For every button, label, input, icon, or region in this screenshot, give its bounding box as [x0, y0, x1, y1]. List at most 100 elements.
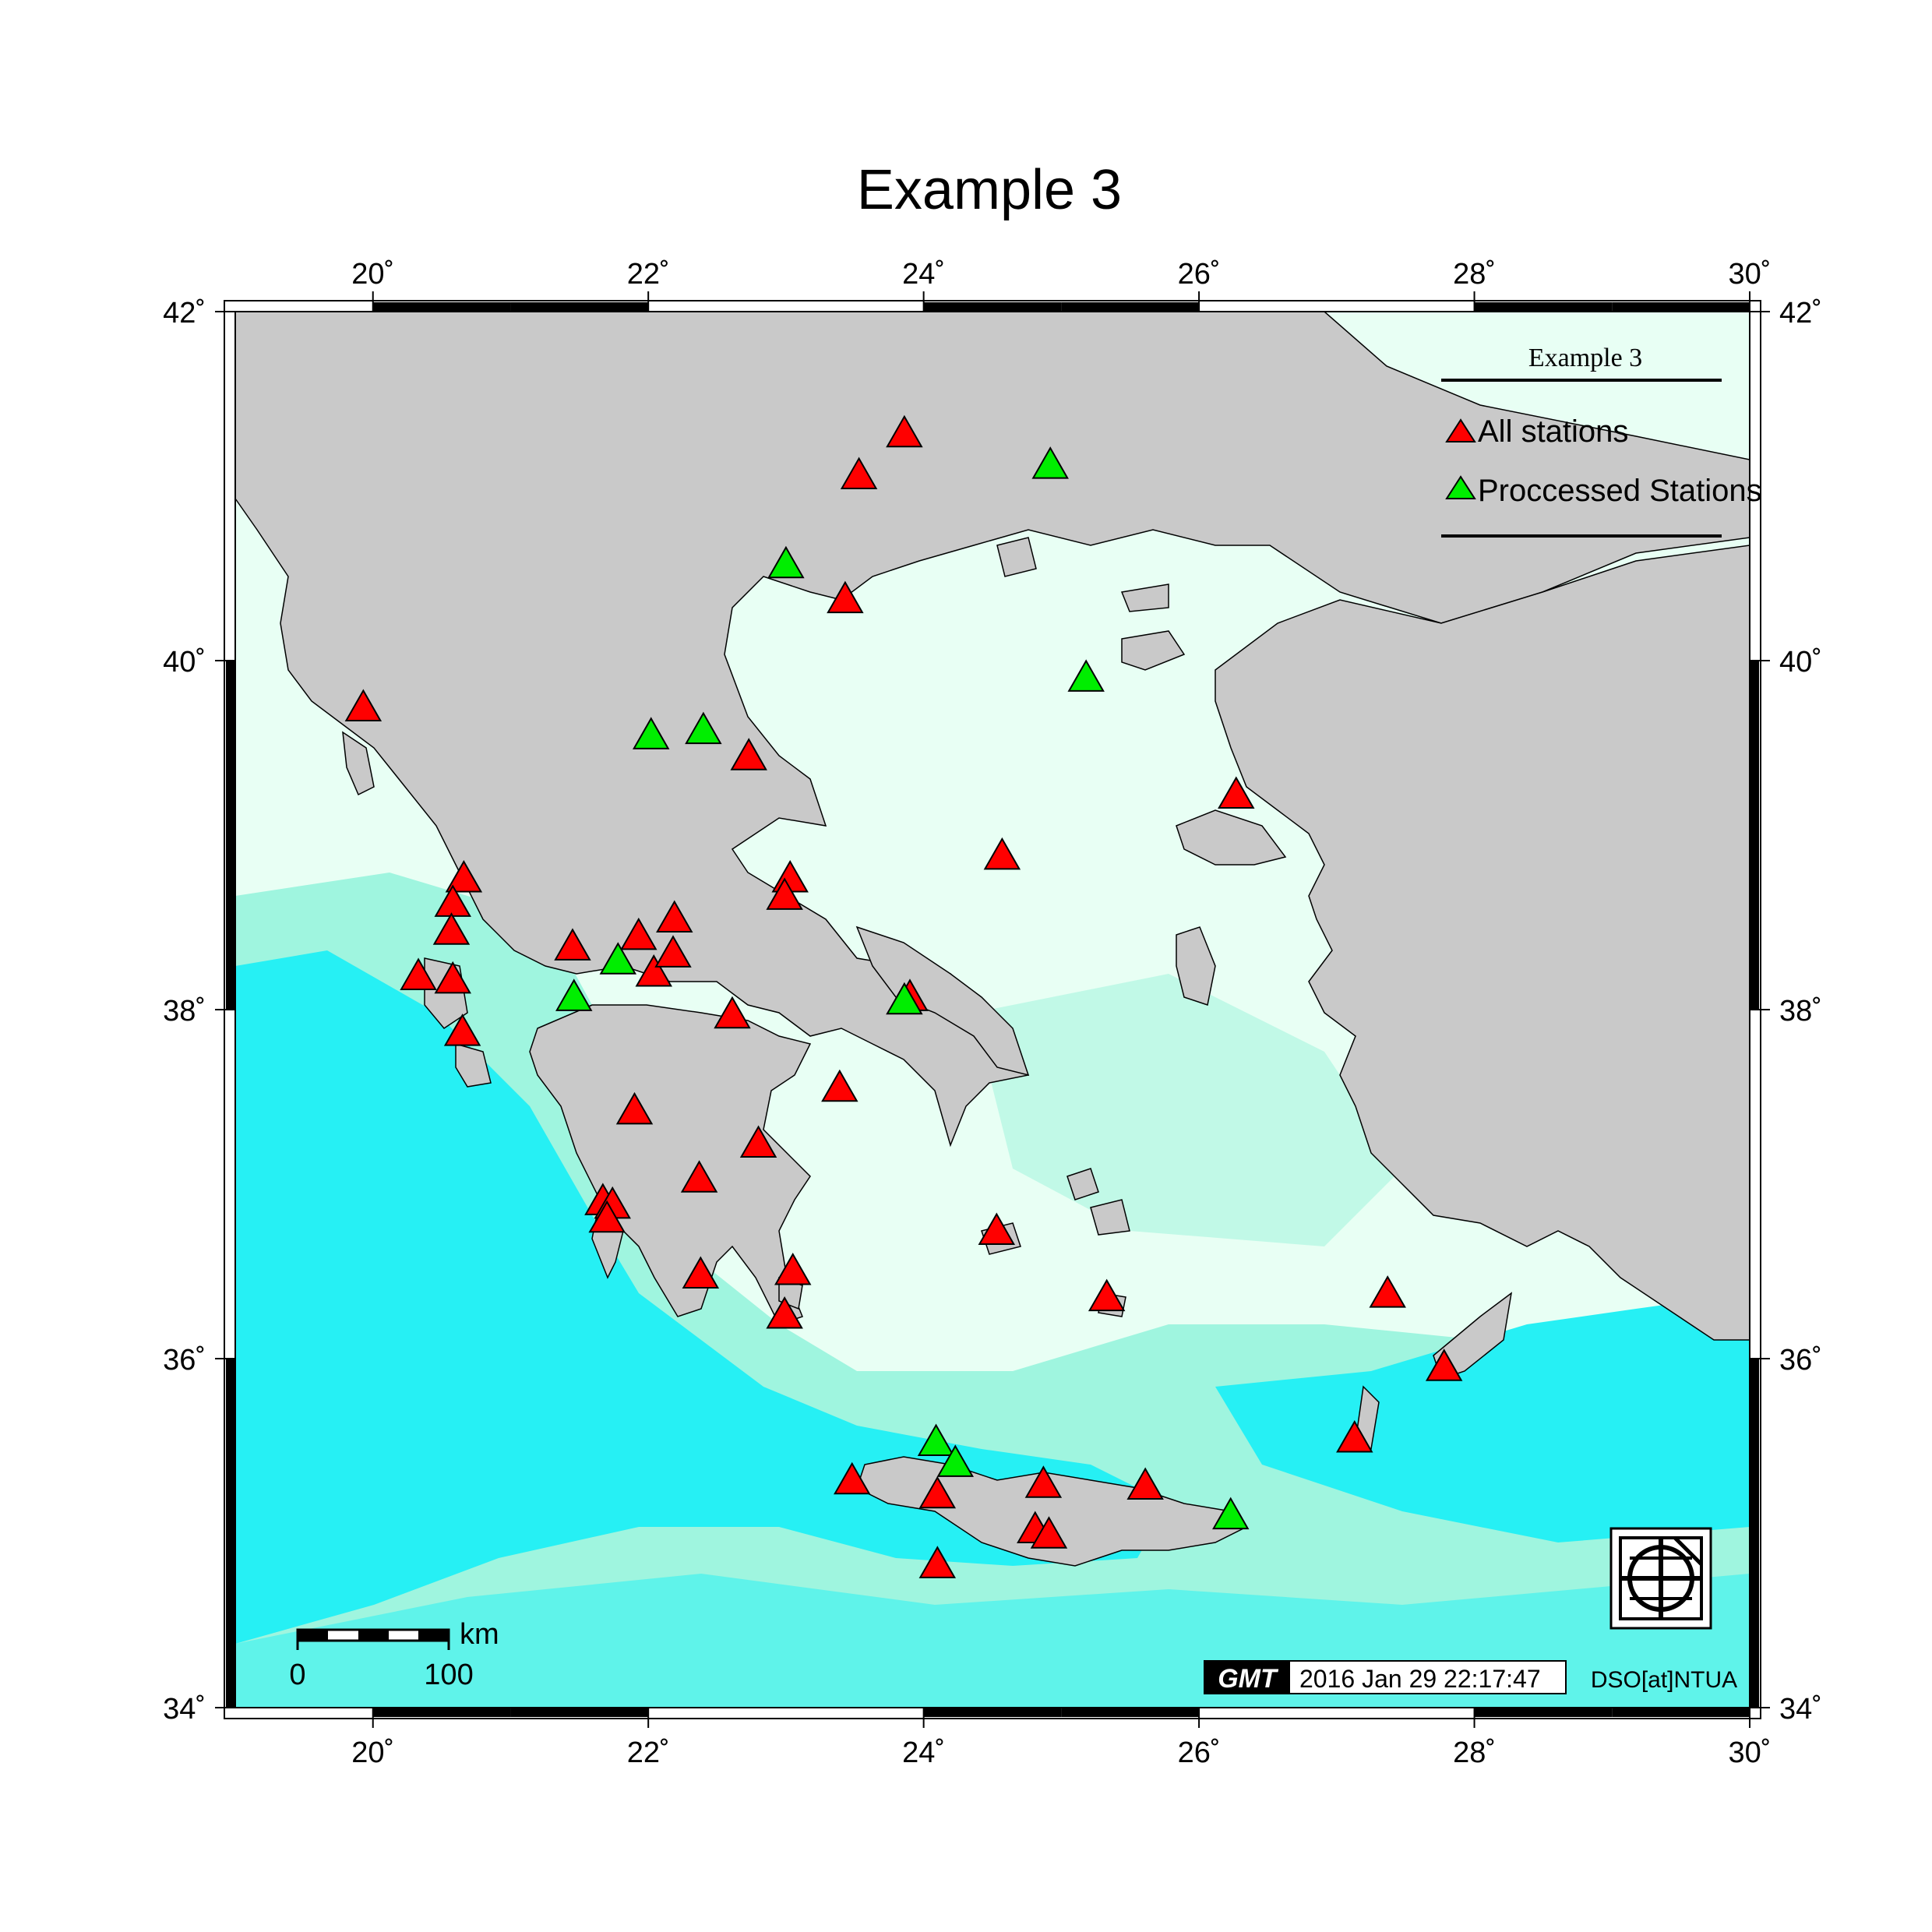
legend-all-stations-icon — [1445, 418, 1476, 442]
station-marker-processed — [767, 545, 805, 579]
scale-bar-unit: km — [460, 1618, 499, 1651]
land-peloponnese — [529, 1004, 812, 1325]
station-marker-all — [400, 957, 437, 990]
land-limnos — [1121, 630, 1186, 671]
lat-tick-label-left: 38˚ — [163, 995, 206, 1028]
land-cyclades-1 — [1066, 1168, 1099, 1200]
station-marker-all — [714, 996, 751, 1029]
station-marker-all — [1336, 1420, 1373, 1453]
legend-title: Example 3 — [1528, 344, 1642, 372]
frame-segment — [1750, 661, 1759, 1010]
station-marker-all — [620, 917, 658, 950]
station-marker-processed — [1212, 1497, 1250, 1530]
frame-segment — [1612, 302, 1750, 312]
land-lesvos — [1176, 809, 1287, 866]
station-marker-all — [766, 1296, 803, 1329]
lon-tick-label-top: 22˚ — [627, 258, 670, 291]
station-marker-all — [834, 1461, 871, 1495]
legend-label-all-stations: All stations — [1478, 414, 1628, 449]
lat-tick-label-left: 34˚ — [163, 1693, 206, 1726]
frame-segment — [1474, 302, 1613, 312]
land-chios — [1176, 926, 1216, 1006]
frame-segment — [1061, 1708, 1200, 1717]
land-thasos — [996, 537, 1037, 577]
land-crete — [856, 1456, 1248, 1567]
station-marker-all — [434, 961, 471, 994]
scale-bar-end-label: 100 — [424, 1659, 473, 1691]
lon-tick-label-top: 28˚ — [1453, 258, 1496, 291]
lon-tick-label-bottom: 22˚ — [627, 1736, 670, 1769]
legend-label-processed-stations: Proccessed Stations — [1478, 474, 1762, 508]
lat-tick-label-left: 42˚ — [163, 297, 206, 330]
gmt-logo: GMT — [1218, 1664, 1279, 1694]
station-marker-all — [432, 912, 471, 945]
frame-segment — [1061, 302, 1200, 312]
globe-grid-icon — [1609, 1527, 1712, 1630]
station-marker-processed — [632, 717, 670, 749]
station-marker-processed — [886, 982, 923, 1015]
station-marker-all — [821, 1069, 858, 1102]
station-marker-all — [827, 580, 864, 614]
legend-processed-stations-icon — [1445, 475, 1476, 499]
timestamp-stamp: GMT 2016 Jan 29 22:17:47 — [1204, 1660, 1567, 1694]
frame-segment — [1612, 1708, 1750, 1717]
lat-tick-label-right: 36˚ — [1779, 1344, 1822, 1377]
lon-tick-label-bottom: 28˚ — [1453, 1736, 1496, 1769]
station-marker-all — [588, 1200, 626, 1233]
stations-all-layer — [344, 414, 1463, 1578]
land-cyclades-3 — [1090, 1199, 1130, 1236]
station-marker-all — [654, 935, 692, 968]
station-marker-processed — [599, 942, 637, 975]
station-marker-all — [656, 900, 693, 933]
station-marker-all — [918, 1546, 957, 1578]
station-marker-processed — [685, 711, 722, 745]
station-marker-all — [1369, 1275, 1406, 1308]
stations-processed-layer — [555, 446, 1250, 1530]
lon-tick-label-bottom: 30˚ — [1729, 1736, 1772, 1769]
station-marker-all — [886, 414, 923, 448]
lon-tick-label-bottom: 20˚ — [351, 1736, 394, 1769]
frame-segment — [226, 1359, 235, 1708]
station-marker-processed — [555, 978, 593, 1011]
lon-tick-label-top: 24˚ — [902, 258, 945, 291]
station-marker-all — [1425, 1349, 1463, 1381]
lon-tick-label-bottom: 26˚ — [1178, 1736, 1221, 1769]
station-marker-all — [774, 1252, 812, 1285]
station-marker-all — [978, 1212, 1016, 1245]
lat-tick-label-right: 34˚ — [1779, 1693, 1822, 1726]
lon-tick-label-bottom: 24˚ — [902, 1736, 945, 1769]
land-imbros — [1120, 583, 1169, 612]
lon-tick-label-top: 26˚ — [1178, 258, 1221, 291]
land-zakynthos — [455, 1043, 492, 1088]
station-marker-all — [1088, 1278, 1126, 1312]
station-marker-processed — [917, 1423, 955, 1457]
station-marker-all — [682, 1256, 720, 1289]
frame-segment — [1474, 1708, 1613, 1717]
frame-segment — [226, 661, 235, 1010]
frame-segment — [510, 302, 649, 312]
lon-tick-label-top: 20˚ — [351, 258, 394, 291]
frame-segment — [1750, 1359, 1759, 1708]
lat-tick-label-left: 36˚ — [163, 1344, 206, 1377]
land-anatolia — [1215, 545, 1750, 1341]
station-marker-all — [680, 1160, 718, 1193]
map-title: Example 3 — [857, 159, 1122, 221]
station-marker-processed — [1067, 659, 1105, 692]
frame-segment — [372, 1708, 511, 1717]
lon-tick-label-top: 30˚ — [1729, 258, 1772, 291]
scale-bar: km 0 100 — [289, 1618, 499, 1691]
scale-bar-start-label: 0 — [289, 1659, 305, 1691]
timestamp-text: 2016 Jan 29 22:17:47 — [1299, 1665, 1541, 1693]
land-corfu — [342, 731, 375, 796]
station-marker-all — [1126, 1467, 1164, 1500]
station-marker-all — [635, 954, 672, 987]
station-marker-all — [840, 457, 878, 490]
station-marker-all — [1024, 1465, 1063, 1498]
station-marker-all — [730, 738, 767, 770]
frame-segment — [510, 1708, 649, 1717]
station-marker-all — [615, 1091, 654, 1125]
legend: Example 3 All stations Proccessed Statio… — [1441, 344, 1762, 538]
lat-tick-label-right: 42˚ — [1779, 297, 1822, 330]
lat-tick-label-right: 38˚ — [1779, 995, 1822, 1028]
